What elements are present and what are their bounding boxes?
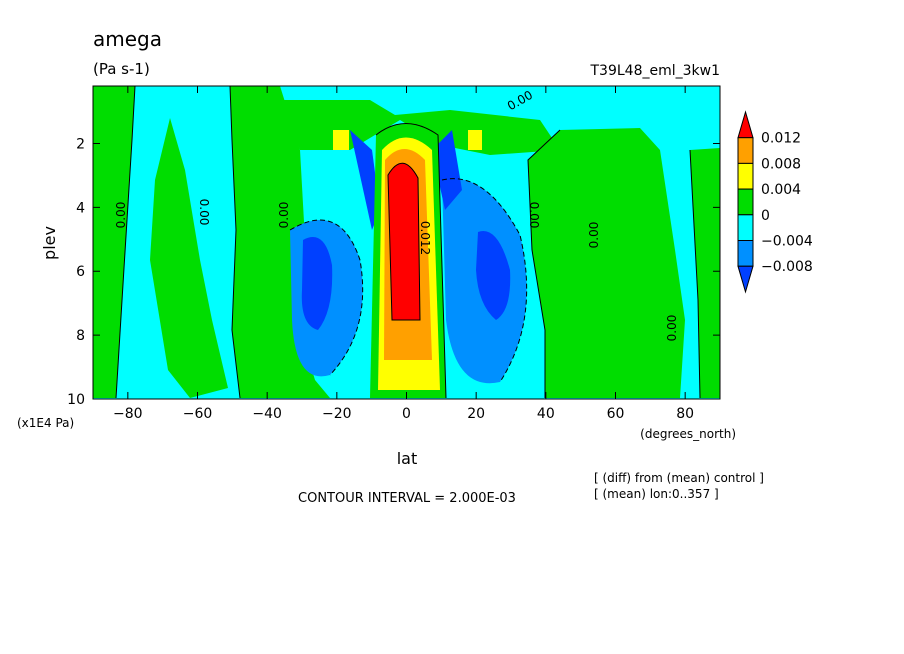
colorbar-label: −0.004 — [761, 234, 813, 250]
x-tick-label: −20 — [322, 406, 352, 422]
colorbar-label: 0.004 — [761, 182, 801, 198]
x-tick-label: −60 — [183, 406, 213, 422]
contour-lines — [115, 86, 701, 399]
chart-title: amega — [93, 27, 162, 51]
contour-line-3 — [527, 129, 561, 398]
contour-field — [93, 86, 720, 399]
colorbar-segment — [737, 240, 754, 267]
contour-line-2 — [229, 86, 241, 399]
neg-strip-right — [432, 130, 462, 210]
contour-label: 0.00 — [665, 315, 679, 342]
chart-units: (Pa s-1) — [93, 60, 150, 78]
contour-label: 0.012 — [418, 221, 432, 255]
contour-line-1 — [115, 86, 136, 399]
contour-line-4 — [689, 149, 701, 399]
y-tick-label: 8 — [76, 328, 85, 344]
x-tick-label: 80 — [676, 406, 694, 422]
colorbar-label: 0.008 — [761, 156, 801, 172]
pos-patch-right — [468, 130, 482, 150]
note-diff: [ (diff) from (mean) control ] — [594, 471, 764, 485]
contour-interval-label: CONTOUR INTERVAL = 2.000E-03 — [298, 491, 516, 506]
pos-core-red — [388, 163, 420, 320]
y-axis-ticks: 2 4 6 8 10 — [67, 136, 720, 408]
run-id-label: T39L48_eml_3kw1 — [590, 63, 721, 79]
zero-band-nh-polar — [690, 148, 720, 398]
x-tick-label: −80 — [113, 406, 143, 422]
colorbar-label: 0.012 — [761, 131, 801, 147]
colorbar-arrow-bottom — [737, 265, 754, 294]
colorbar: 0.012 0.008 0.004 0 −0.004 −0.008 — [737, 110, 813, 294]
contour-label: 0.00 — [197, 199, 211, 226]
colorbar-segment — [737, 162, 754, 190]
contour-label: 0.00 — [527, 202, 541, 229]
neg-core-nh — [476, 231, 511, 320]
colorbar-label: −0.008 — [761, 259, 813, 275]
x-axis-title: lat — [397, 449, 418, 468]
contour-label: 0.00 — [277, 202, 291, 229]
contour-line-dashed-1 — [289, 219, 364, 376]
y-tick-label: 2 — [76, 136, 85, 152]
colorbar-label: 0 — [761, 208, 770, 224]
y-axis-units: (x1E4 Pa) — [17, 416, 74, 430]
colorbar-segment — [737, 137, 754, 164]
x-tick-label: −40 — [252, 406, 282, 422]
x-axis-units: (degrees_north) — [640, 427, 736, 441]
note-mean: [ (mean) lon:0..357 ] — [594, 487, 719, 501]
y-axis-title: plev — [40, 226, 59, 260]
x-tick-label: 60 — [607, 406, 625, 422]
x-axis-ticks: −80 −60 −40 −20 0 20 40 60 80 — [113, 86, 694, 422]
colorbar-segment — [737, 214, 754, 242]
colorbar-arrow-top — [737, 110, 754, 139]
zero-band-nh-subtropic — [528, 128, 685, 398]
contour-label: 0.00 — [114, 202, 128, 229]
y-tick-label: 10 — [67, 392, 85, 408]
zero-band-sh-midlat — [150, 118, 228, 398]
contour-line-5 — [375, 123, 447, 399]
neg-strip-left — [350, 130, 380, 230]
contour-labels: 0.00 0.00 0.00 0.00 0.00 0.00 0.00 0.012 — [114, 88, 679, 342]
zero-band-sh-polar — [93, 86, 135, 398]
contour-label: 0.00 — [587, 222, 601, 249]
contour-line-dashed-2 — [441, 178, 528, 383]
y-tick-label: 6 — [76, 264, 85, 280]
x-tick-label: 40 — [537, 406, 555, 422]
x-tick-label: 0 — [402, 406, 411, 422]
contour-line-6 — [387, 162, 421, 321]
colorbar-segment — [737, 188, 754, 216]
x-tick-label: 20 — [467, 406, 485, 422]
pos-patch-left — [333, 130, 349, 150]
neg-core-sh — [301, 237, 333, 330]
zero-band-sh-subtropic — [230, 86, 330, 398]
y-tick-label: 4 — [76, 200, 85, 216]
